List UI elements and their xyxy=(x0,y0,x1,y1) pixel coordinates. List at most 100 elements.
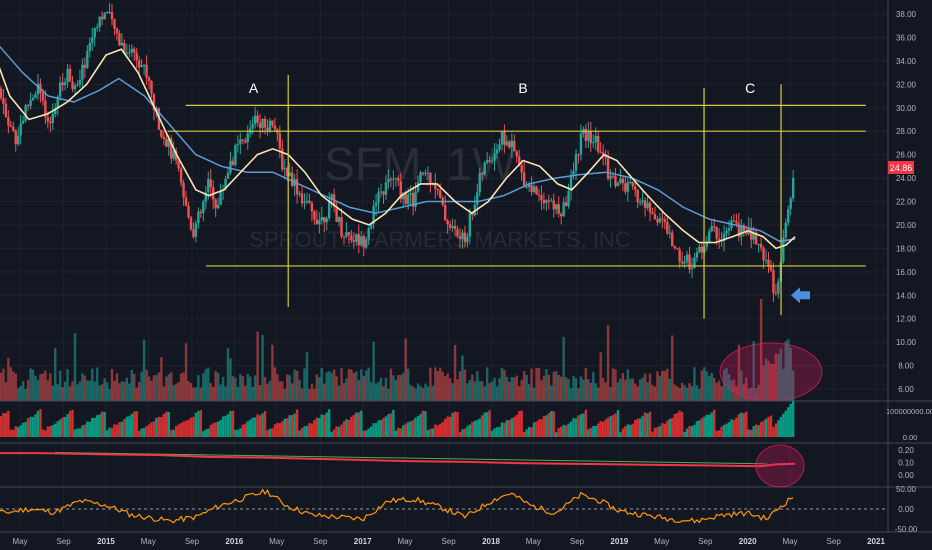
indicator-bar xyxy=(51,424,54,437)
indicator-bar xyxy=(611,415,615,437)
indicator-bar xyxy=(577,415,580,437)
indicator-bar xyxy=(461,429,464,437)
volume-bar xyxy=(103,378,106,401)
volume-bar xyxy=(128,383,131,401)
candle-body xyxy=(658,218,662,223)
indicator-bar xyxy=(671,417,674,437)
indicator-bar xyxy=(683,431,686,437)
volume-bar xyxy=(123,381,126,401)
candle-body xyxy=(414,191,417,207)
candle-body xyxy=(592,142,595,144)
volume-bar xyxy=(31,369,35,401)
volume-bar xyxy=(271,344,274,401)
candle-body xyxy=(505,141,509,145)
candle-body xyxy=(594,135,597,143)
volume-bar xyxy=(779,348,783,401)
indicator-bar xyxy=(355,412,358,437)
indicator-bar xyxy=(784,410,787,437)
indicator-bar xyxy=(91,417,94,437)
candle-body xyxy=(569,175,573,191)
volume-bar xyxy=(71,381,74,401)
volume-bar xyxy=(83,375,87,401)
candle-body xyxy=(192,229,195,237)
indicator-bar xyxy=(476,419,479,437)
indicator-bar xyxy=(125,416,129,437)
candle-body xyxy=(619,178,622,184)
price-axis[interactable]: 38.00 36.00 34.00 32.00 30.00 28.00 26.00 24.00… xyxy=(886,10,932,534)
candle-body xyxy=(641,200,644,203)
indicator-bar xyxy=(310,423,314,437)
candle-body xyxy=(202,201,205,213)
indicator-bar xyxy=(421,410,425,437)
candle-body xyxy=(157,108,161,130)
candle-body xyxy=(345,232,348,237)
volume-bar xyxy=(658,375,662,401)
candle-body xyxy=(123,42,126,54)
time-tick-label: May xyxy=(654,537,669,546)
indicator-bar xyxy=(725,423,728,437)
volume-bar xyxy=(451,383,454,401)
candle-body xyxy=(443,205,447,221)
candle-body xyxy=(34,94,37,99)
volume-bar xyxy=(86,380,89,401)
indicator-bar xyxy=(219,420,222,437)
time-tick-label: Sep xyxy=(442,537,457,546)
indicator-bar xyxy=(629,424,632,437)
indicator-bar xyxy=(409,421,412,437)
indicator-bar xyxy=(320,414,323,437)
indicator-bar xyxy=(357,412,361,437)
price-tick-label: 32.00 xyxy=(896,80,917,89)
indicator-bar xyxy=(234,429,237,437)
indicator-bar xyxy=(46,426,50,437)
candle-body xyxy=(78,80,82,85)
indicator-bar xyxy=(661,423,664,437)
volume-bar xyxy=(601,377,605,401)
volume-bar xyxy=(147,376,151,401)
indicator-bar xyxy=(720,426,723,437)
volume-bar xyxy=(424,383,427,401)
time-axis[interactable]: May Sep 2015 May Sep 2016 May Sep 2017 May Sep 2018… xyxy=(12,537,885,546)
indicator-bar xyxy=(258,415,262,437)
indicator-bar xyxy=(0,416,3,437)
candle-body xyxy=(508,141,511,148)
volume-bar xyxy=(389,368,393,401)
candle-body xyxy=(789,198,792,209)
indicator2-tick-label: -50.00 xyxy=(895,525,918,534)
price-tick-label: 12.00 xyxy=(896,315,917,324)
indicator-bar xyxy=(281,421,284,437)
price-tick-label: 28.00 xyxy=(896,127,917,136)
indicator-bar xyxy=(286,418,289,437)
indicator-bar xyxy=(473,420,477,437)
volume-bar xyxy=(382,386,385,401)
candle-body xyxy=(611,175,615,177)
price-tick-label: 34.00 xyxy=(896,57,917,66)
volume-bar xyxy=(629,378,632,401)
indicator-bar xyxy=(643,412,647,437)
indicator-bar xyxy=(4,412,8,437)
indicator-bar xyxy=(446,416,449,437)
volume-bar xyxy=(39,374,42,401)
volume-bar xyxy=(224,386,227,401)
indicator-bar xyxy=(123,419,126,437)
indicator-bar xyxy=(456,411,459,437)
volume-bar xyxy=(500,367,504,401)
volume-bar xyxy=(226,348,230,401)
volume-bar xyxy=(246,373,249,401)
candle-body xyxy=(189,217,193,230)
volume-bar xyxy=(192,387,195,401)
volume-bar xyxy=(179,373,183,401)
candle-body xyxy=(71,81,74,89)
volume-bar xyxy=(579,376,583,401)
candle-body xyxy=(767,259,770,266)
indicator-bar xyxy=(557,428,560,437)
volume-bar xyxy=(290,383,294,401)
volume-bar xyxy=(542,375,546,401)
candle-body xyxy=(466,236,469,243)
indicator-bar xyxy=(636,418,639,437)
candle-body xyxy=(105,12,109,14)
indicator-bar xyxy=(204,429,207,437)
candle-body xyxy=(167,138,170,147)
indicator-bar xyxy=(416,416,420,437)
candle-body xyxy=(68,68,72,82)
